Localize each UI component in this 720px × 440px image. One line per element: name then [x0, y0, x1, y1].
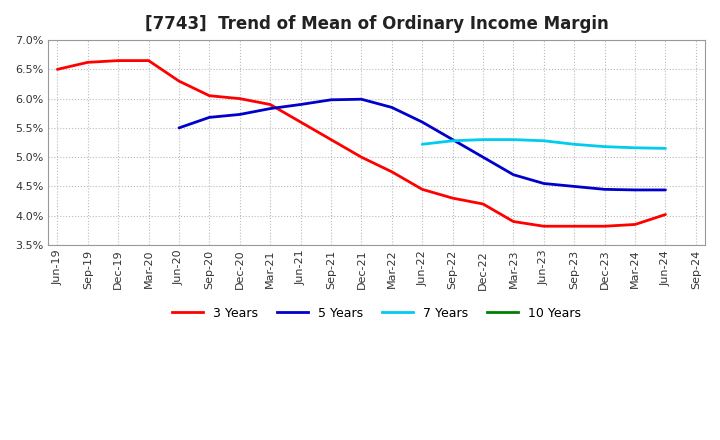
5 Years [661, 187, 670, 193]
3 Years [84, 60, 92, 65]
3 Years [205, 93, 214, 99]
3 Years [387, 169, 396, 174]
5 Years [631, 187, 639, 193]
7 Years [570, 142, 579, 147]
3 Years [600, 224, 609, 229]
5 Years [449, 137, 457, 142]
5 Years [570, 184, 579, 189]
5 Years [175, 125, 184, 131]
3 Years [175, 78, 184, 84]
5 Years [205, 115, 214, 120]
5 Years [357, 97, 366, 102]
5 Years [418, 119, 426, 125]
7 Years [479, 137, 487, 142]
Line: 5 Years: 5 Years [179, 99, 665, 190]
5 Years [509, 172, 518, 177]
3 Years [509, 219, 518, 224]
5 Years [387, 105, 396, 110]
7 Years [449, 138, 457, 143]
7 Years [509, 137, 518, 142]
5 Years [539, 181, 548, 186]
5 Years [479, 154, 487, 160]
7 Years [661, 146, 670, 151]
5 Years [235, 112, 244, 117]
Title: [7743]  Trend of Mean of Ordinary Income Margin: [7743] Trend of Mean of Ordinary Income … [145, 15, 608, 33]
7 Years [631, 145, 639, 150]
3 Years [114, 58, 122, 63]
3 Years [235, 96, 244, 101]
3 Years [661, 212, 670, 217]
3 Years [418, 187, 426, 192]
Line: 3 Years: 3 Years [58, 61, 665, 226]
3 Years [144, 58, 153, 63]
3 Years [266, 102, 274, 107]
3 Years [297, 119, 305, 125]
3 Years [53, 67, 62, 72]
3 Years [539, 224, 548, 229]
3 Years [327, 137, 336, 142]
3 Years [479, 202, 487, 207]
3 Years [449, 195, 457, 201]
Line: 7 Years: 7 Years [422, 139, 665, 148]
Legend: 3 Years, 5 Years, 7 Years, 10 Years: 3 Years, 5 Years, 7 Years, 10 Years [167, 302, 586, 325]
5 Years [266, 106, 274, 111]
7 Years [418, 142, 426, 147]
3 Years [631, 222, 639, 227]
7 Years [539, 138, 548, 143]
5 Years [600, 187, 609, 192]
7 Years [600, 144, 609, 149]
3 Years [570, 224, 579, 229]
5 Years [297, 102, 305, 107]
3 Years [357, 154, 366, 160]
5 Years [327, 97, 336, 103]
